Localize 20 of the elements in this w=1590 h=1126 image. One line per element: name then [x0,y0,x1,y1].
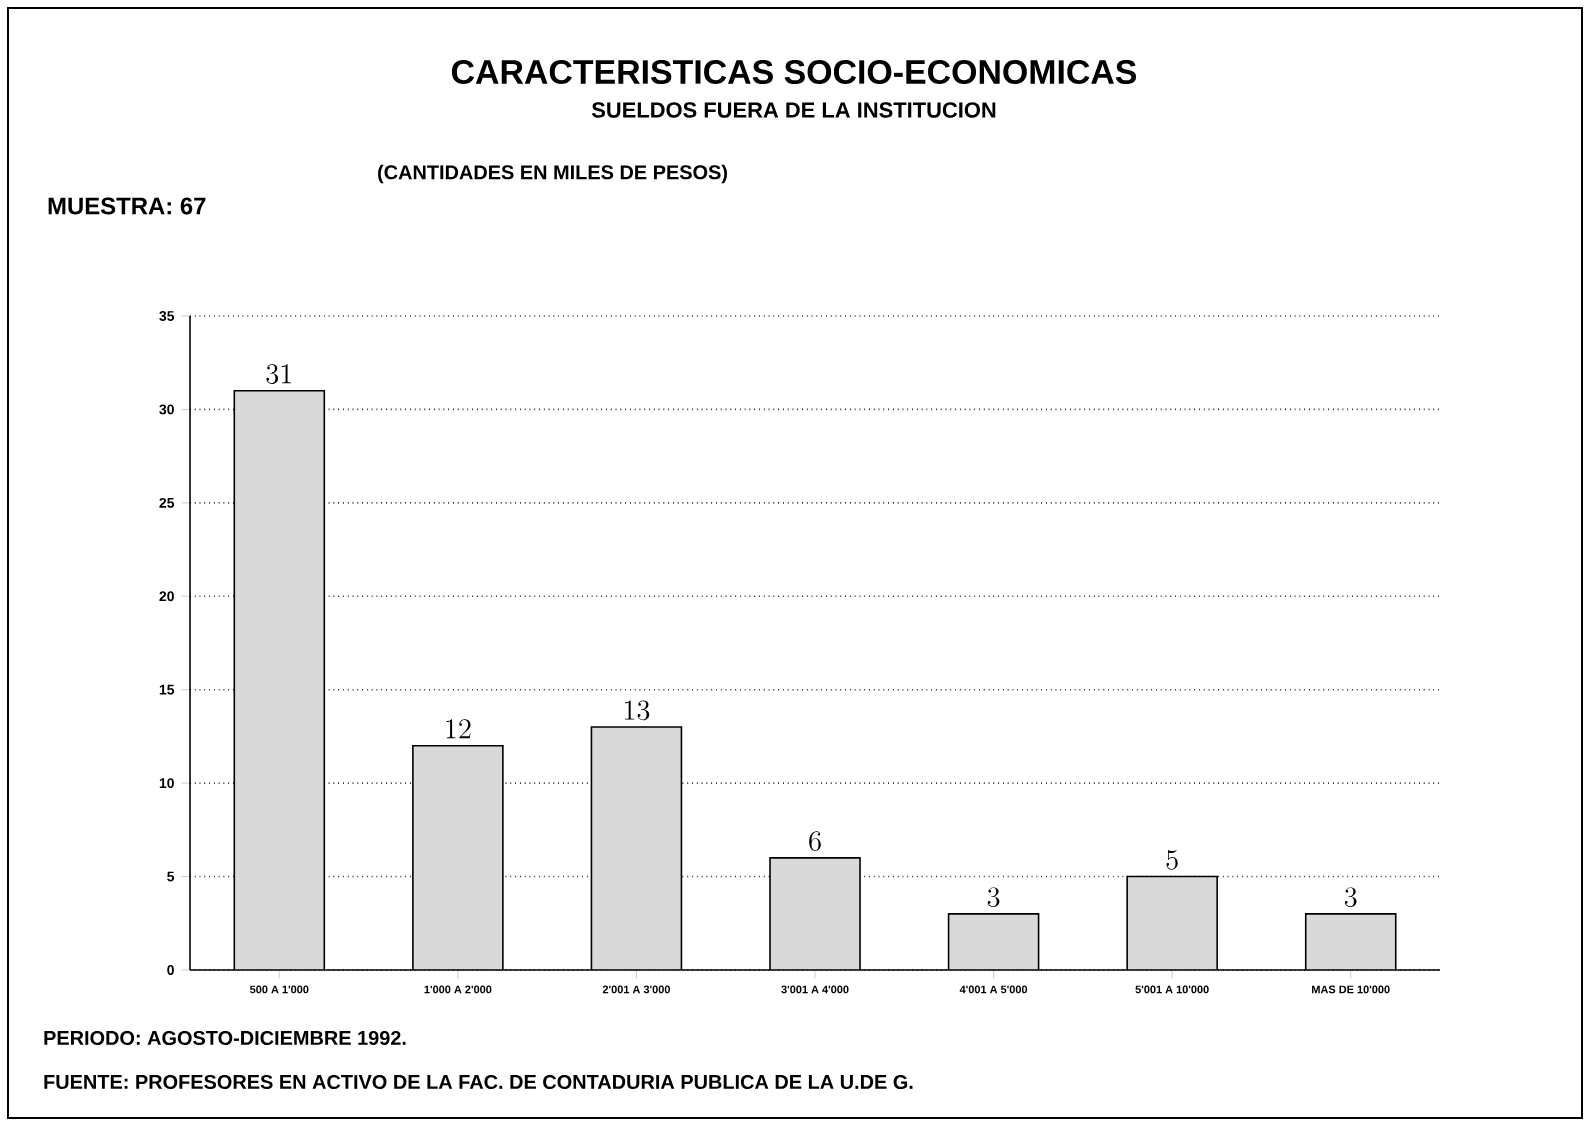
bar [412,745,503,970]
data-label: 12 [446,719,471,739]
bar [1127,876,1218,970]
chart-title: CARACTERISTICAS SOCIO-ECONOMICAS [451,59,1137,84]
chart-subtitle: SUELDOS FUERA DE LA INSTITUCION [591,102,996,118]
text: MUESTRA: 67 [48,197,206,215]
text: (CANTIDADES EN MILES DE PESOS) [378,164,727,184]
data-label: 3 [987,887,1000,908]
bar [770,857,861,970]
bar [591,727,682,970]
source-note: FUENTE: PROFESORES EN ACTIVO DE LA FAC. DE CONTADURIA PUBLICA DE LA U.DE G. [44,1074,913,1090]
data-label: 6 [809,831,821,852]
bar [234,390,325,970]
bar [948,913,1039,970]
data-label: 5 [1166,850,1178,870]
text: PERIODO: AGOSTO-DICIEMBRE 1992. [44,1030,406,1046]
data-label: 31 [266,364,292,384]
data-label: 3 [1344,887,1357,908]
bar [1304,913,1397,970]
data-label: 13 [625,700,650,721]
